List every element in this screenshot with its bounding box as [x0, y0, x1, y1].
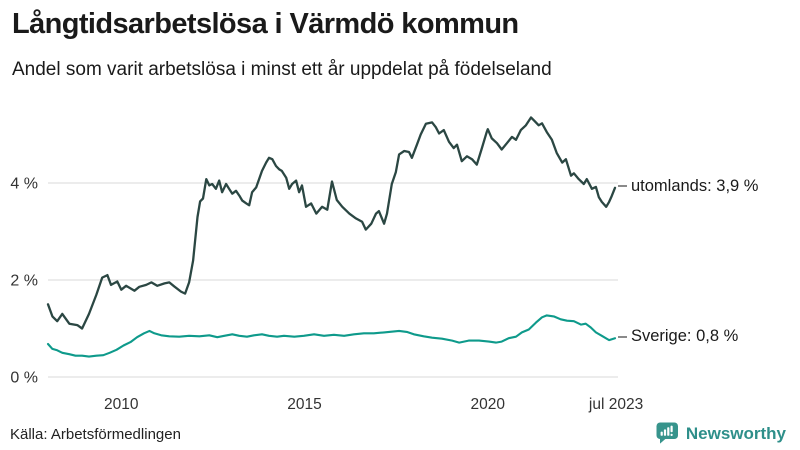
x-axis-tick-label: 2015	[287, 396, 321, 413]
series-end-label-text: Sverige: 0,8 %	[630, 327, 739, 346]
y-axis-tick-label: 0 %	[10, 370, 38, 387]
label-connector-dash	[617, 335, 627, 338]
line-chart: 4 % 2 % 0 % 2010 2015 2020 jul 2023 utomlands:…	[0, 90, 800, 420]
y-axis-tick-label: 2 %	[10, 273, 38, 290]
chart-canvas: 4 % 2 % 0 % 2010 2015 2020 jul 2023	[10, 116, 643, 413]
series-end-label-sverige: Sverige: 0,8 %	[617, 327, 739, 346]
newsworthy-brand: Newsworthy	[656, 422, 786, 445]
label-connector-dash	[617, 185, 627, 188]
source-note: Källa: Arbetsförmedlingen	[10, 426, 181, 443]
page-title: Långtidsarbetslösa i Värmdö kommun	[12, 8, 519, 40]
x-axis-tick-label: 2020	[471, 396, 506, 413]
brand-name: Newsworthy	[685, 423, 786, 443]
newsworthy-logo-icon	[656, 422, 679, 445]
series-end-label-utomlands: utomlands: 3,9 %	[617, 176, 759, 196]
series-line-sverige	[46, 314, 617, 358]
x-axis-tick-label: 2010	[104, 396, 139, 413]
series-line-utomlands	[46, 116, 617, 330]
page-subtitle: Andel som varit arbetslösa i minst ett å…	[12, 59, 552, 80]
x-axis-tick-label: jul 2023	[588, 396, 643, 413]
series-end-label-text: utomlands: 3,9 %	[630, 176, 759, 195]
y-axis-tick-label: 4 %	[10, 176, 38, 193]
